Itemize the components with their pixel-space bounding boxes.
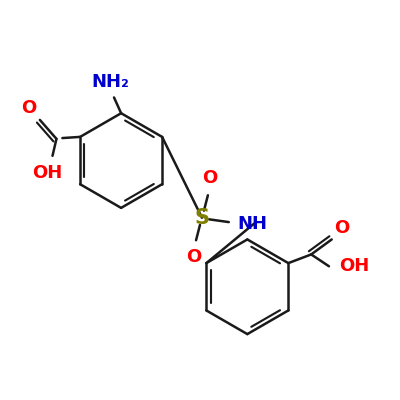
Text: O: O — [334, 219, 350, 237]
Text: OH: OH — [340, 257, 370, 275]
Text: O: O — [22, 99, 37, 117]
Text: OH: OH — [32, 164, 62, 182]
Text: NH: NH — [238, 215, 268, 233]
Text: O: O — [186, 248, 202, 266]
Text: NH₂: NH₂ — [91, 73, 129, 91]
Text: S: S — [194, 208, 210, 228]
Text: O: O — [202, 169, 218, 187]
